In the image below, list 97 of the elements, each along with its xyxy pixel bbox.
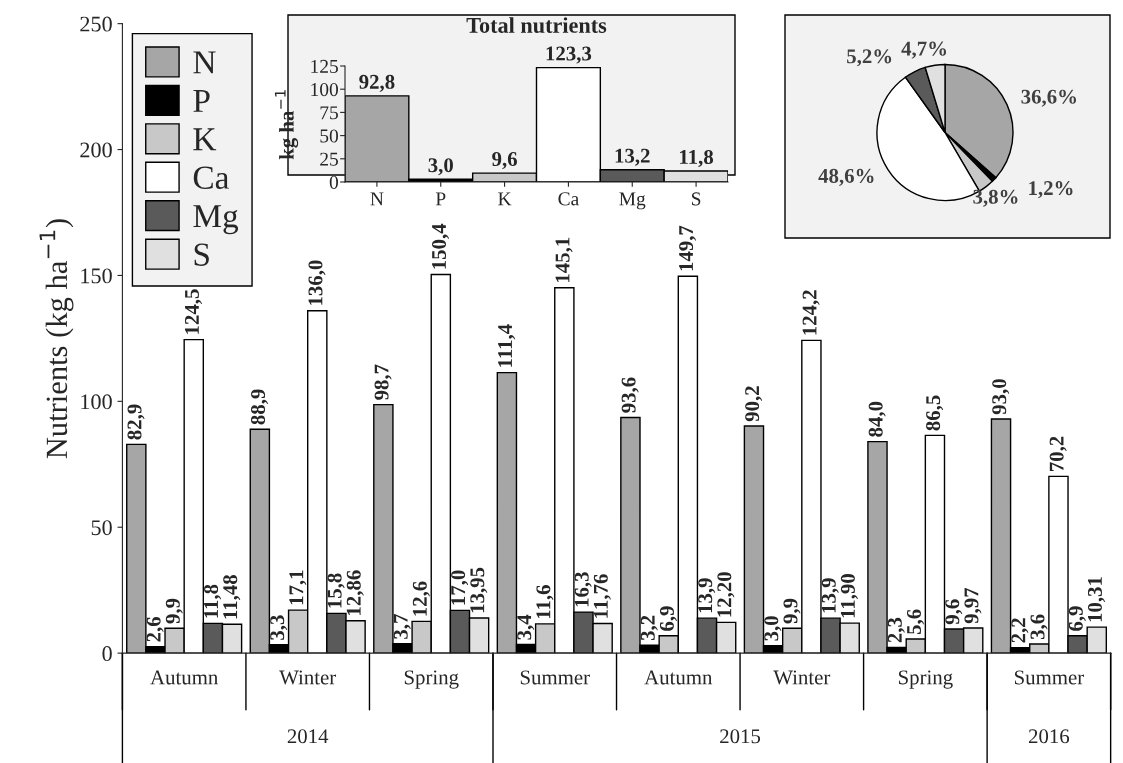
data-label: 86,5 bbox=[926, 395, 944, 431]
data-label: 9,9 bbox=[783, 598, 801, 624]
data-label: 2,3 bbox=[887, 617, 905, 643]
data-label: 3,6 bbox=[1030, 614, 1048, 640]
data-label: 36,6% bbox=[1021, 89, 1077, 107]
data-label: 3,0 bbox=[764, 616, 782, 641]
data-label: 11,90 bbox=[840, 574, 858, 618]
data-label: 9,6 bbox=[492, 152, 517, 170]
data-label: 93,0 bbox=[992, 379, 1010, 415]
data-label: 3,0 bbox=[428, 158, 453, 176]
text: 2016 bbox=[1028, 729, 1070, 744]
data-label: 6,9 bbox=[659, 606, 677, 631]
data-label: 13,9 bbox=[698, 578, 716, 613]
data-label: 12,20 bbox=[717, 572, 735, 617]
data-label: 12,86 bbox=[346, 570, 364, 615]
data-label: 3,3 bbox=[270, 615, 288, 640]
x-tick-label: N bbox=[370, 192, 384, 206]
data-label: 17,1 bbox=[289, 570, 307, 605]
text: 2015 bbox=[720, 729, 761, 744]
data-label: 11,76 bbox=[593, 574, 611, 618]
data-label: 2,2 bbox=[1011, 618, 1029, 643]
x-tick-label: Mg bbox=[619, 192, 646, 210]
data-label: 145,1 bbox=[555, 237, 573, 282]
x-tick-label: Spring bbox=[898, 670, 953, 689]
y-axis-title: Nutrients (kg ha$^{−1}$) bbox=[39, 219, 74, 459]
legend-label: P bbox=[193, 89, 210, 112]
data-label: 13,2 bbox=[615, 148, 650, 166]
data-label: 11,8 bbox=[680, 149, 714, 168]
x-tick-label: Spring bbox=[404, 670, 459, 689]
data-label: 88,9 bbox=[250, 389, 269, 425]
data-label: 123,3 bbox=[546, 46, 592, 64]
data-label: 10,31 bbox=[1087, 577, 1105, 622]
x-tick-label: Summer bbox=[520, 670, 590, 685]
y-tick-label: 100 bbox=[311, 83, 339, 97]
data-label: 6,9 bbox=[1068, 606, 1086, 631]
data-label: 13,95 bbox=[470, 567, 488, 613]
data-label: 136,0 bbox=[308, 260, 326, 305]
x-tick-label: S bbox=[691, 192, 701, 206]
data-label: 70,2 bbox=[1049, 436, 1067, 472]
data-label: 17,0 bbox=[451, 570, 469, 605]
x-tick-label: K bbox=[498, 192, 512, 206]
chart-title: Total nutrients bbox=[466, 17, 607, 33]
data-label: 2,6 bbox=[146, 616, 164, 642]
y-tick-label: 125 bbox=[311, 59, 338, 73]
data-label: 150,4 bbox=[431, 223, 450, 269]
data-label: 11,8 bbox=[204, 584, 222, 618]
y-tick-label: 0 bbox=[102, 646, 112, 662]
data-label: 4,7% bbox=[901, 41, 947, 59]
data-label: 111,4 bbox=[498, 324, 516, 367]
data-label: 84,0 bbox=[868, 401, 886, 437]
x-tick-label: P bbox=[435, 192, 446, 206]
data-label: 15,8 bbox=[327, 573, 345, 608]
data-label: 3,8% bbox=[973, 189, 1018, 207]
data-label: 11,48 bbox=[223, 575, 241, 619]
data-label: 3,2 bbox=[640, 615, 658, 641]
data-label: 9,97 bbox=[964, 587, 982, 624]
data-label: 92,8 bbox=[359, 74, 395, 92]
x-tick-label: Winter bbox=[279, 670, 337, 685]
x-tick-label: Autumn bbox=[644, 670, 713, 685]
data-label: 149,7 bbox=[679, 225, 697, 271]
data-label: 90,2 bbox=[745, 386, 763, 422]
data-label: 3,7 bbox=[393, 614, 411, 639]
data-label: 82,9 bbox=[127, 404, 145, 440]
y-tick-label: 200 bbox=[80, 142, 112, 158]
y-tick-label: 25 bbox=[320, 152, 338, 166]
data-label: 13,9 bbox=[821, 578, 839, 613]
y-tick-label: 100 bbox=[81, 394, 112, 410]
legend-label: Ca bbox=[193, 166, 229, 189]
data-label: 3,4 bbox=[517, 614, 535, 640]
data-label: 5,6 bbox=[906, 609, 925, 635]
data-label: 5,2% bbox=[847, 49, 892, 67]
y-tick-label: 0 bbox=[329, 175, 339, 189]
x-tick-label: Autumn bbox=[150, 670, 218, 685]
data-label: 98,7 bbox=[374, 364, 392, 400]
data-label: 93,6 bbox=[621, 377, 639, 413]
y-tick-label: 75 bbox=[320, 106, 338, 120]
data-label: 11,6 bbox=[536, 585, 554, 619]
data-label: 9,9 bbox=[165, 598, 183, 624]
data-label: 12,6 bbox=[412, 581, 430, 616]
data-label: 124,5 bbox=[184, 289, 202, 334]
y-tick-label: 50 bbox=[91, 520, 112, 536]
x-tick-label: Winter bbox=[773, 670, 831, 685]
data-label: 9,6 bbox=[945, 599, 963, 625]
y-tick-label: 150 bbox=[81, 268, 112, 284]
y-tick-label: 250 bbox=[80, 16, 112, 32]
data-label: 1,2% bbox=[1029, 181, 1073, 199]
x-tick-label: Summer bbox=[1014, 670, 1084, 685]
legend-label: N bbox=[193, 51, 216, 74]
y-tick-label: 50 bbox=[320, 129, 339, 143]
data-label: 48,6% bbox=[818, 168, 874, 186]
x-tick-label: Ca bbox=[558, 192, 579, 206]
text: 2014 bbox=[287, 729, 329, 744]
legend-label: K bbox=[193, 128, 217, 151]
data-label: 16,3 bbox=[574, 572, 592, 607]
data-label: 124,2 bbox=[802, 290, 820, 335]
legend-label: S bbox=[194, 243, 209, 266]
y-axis-title: kg ha$^{−1}$ bbox=[274, 90, 299, 160]
